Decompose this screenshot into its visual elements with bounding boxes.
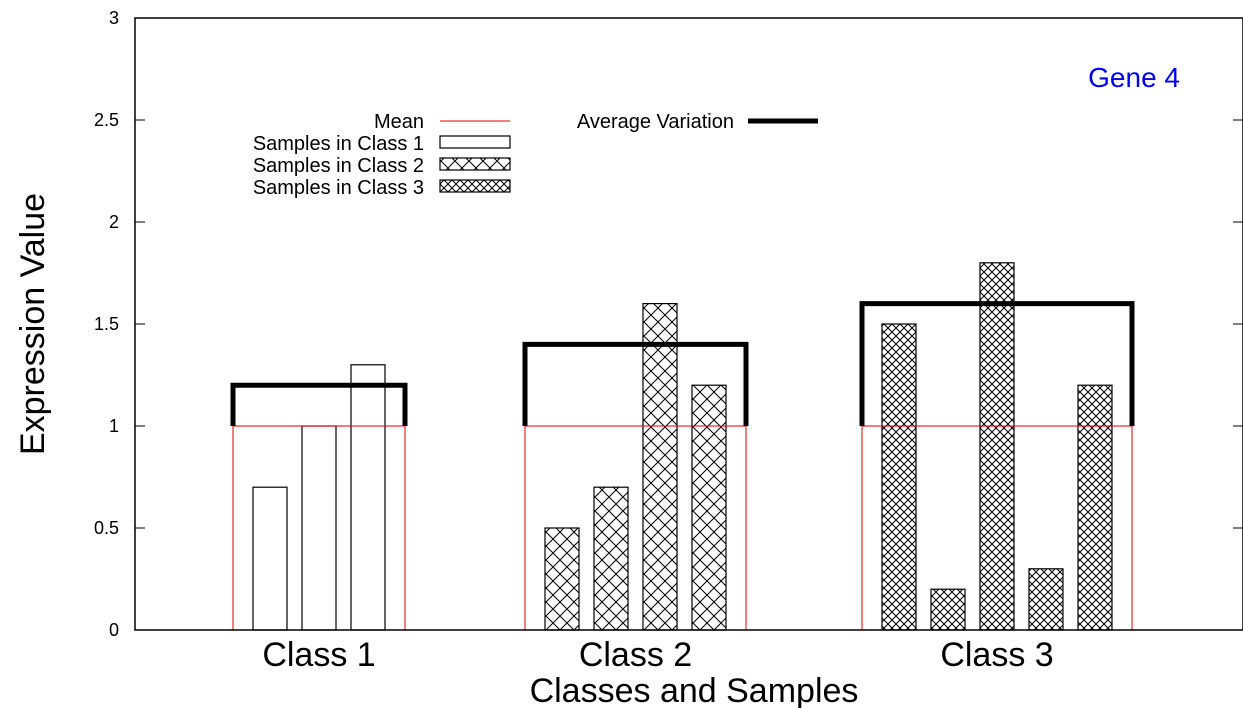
bar-class1-sample1 xyxy=(252,486,288,631)
y-axis-title: Expression Value xyxy=(14,193,52,455)
category-label-class2: Class 2 xyxy=(579,636,692,674)
x-axis-title: Classes and Samples xyxy=(530,672,859,708)
y-tick-label: 3 xyxy=(109,8,119,28)
bar-class2-sample2 xyxy=(593,486,629,631)
legend-swatch-class3 xyxy=(439,179,511,193)
bar-class2-sample3 xyxy=(642,303,678,631)
variation-bracket-class2 xyxy=(522,341,749,426)
variation-bracket-class3 xyxy=(859,301,1135,426)
legend-label-class2: Samples in Class 2 xyxy=(253,155,424,177)
y-tick-label: 2 xyxy=(109,212,119,232)
category-label-class3: Class 3 xyxy=(940,636,1053,674)
y-tick-label: 0.5 xyxy=(94,518,119,538)
legend-swatch-class2 xyxy=(439,157,511,171)
plot-frame xyxy=(134,17,1243,631)
category-labels: Class 1 Class 2 Class 3 xyxy=(262,636,1053,674)
bar-class1-sample3 xyxy=(350,364,386,631)
bar-class3-sample3 xyxy=(979,262,1015,631)
y-tick-label: 0 xyxy=(109,620,119,640)
legend: Mean Average Variation Samples in Class … xyxy=(253,111,818,199)
legend-label-class3: Samples in Class 3 xyxy=(253,177,424,199)
y-tick-label: 2.5 xyxy=(94,110,119,130)
bar-class2-sample4 xyxy=(691,384,727,631)
category-label-class1: Class 1 xyxy=(262,636,375,674)
y-tick-label: 1.5 xyxy=(94,314,119,334)
y-tick-label: 1 xyxy=(109,416,119,436)
mean-line-class2 xyxy=(524,425,747,630)
mean-line-class1 xyxy=(232,425,406,630)
legend-swatch-class1 xyxy=(439,135,511,149)
legend-label-mean: Mean xyxy=(374,111,424,133)
chart-title: Gene 4 xyxy=(1088,62,1180,93)
bar-class3-sample1 xyxy=(881,323,917,631)
bar-class3-sample5 xyxy=(1077,384,1113,631)
variation-bracket-class1 xyxy=(230,382,408,426)
bar-class2-sample1 xyxy=(544,527,580,631)
bar-class1-sample2 xyxy=(301,425,337,631)
legend-label-class1: Samples in Class 1 xyxy=(253,133,424,155)
chart-marks xyxy=(230,262,1135,631)
mean-line-class3 xyxy=(861,425,1133,630)
legend-label-average-variation: Average Variation xyxy=(577,111,734,133)
y-axis-ticks: 0 0.5 1 1.5 2 2.5 3 xyxy=(94,8,1243,640)
bar-class3-sample2 xyxy=(930,588,966,631)
bar-class3-sample4 xyxy=(1028,568,1064,631)
